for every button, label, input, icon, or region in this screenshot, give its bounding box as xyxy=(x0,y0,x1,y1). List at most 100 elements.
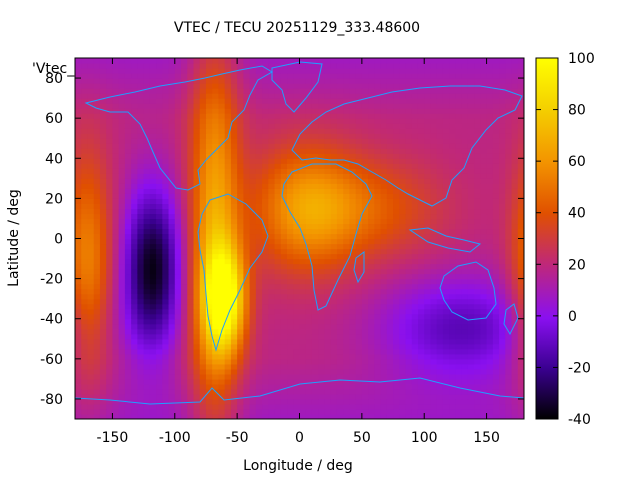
heatmap-cell xyxy=(299,253,307,260)
heatmap-cell xyxy=(336,178,344,184)
heatmap-cell xyxy=(162,263,170,270)
heatmap-cell xyxy=(99,198,107,204)
heatmap-cell xyxy=(293,338,301,345)
heatmap-cell xyxy=(505,413,513,419)
heatmap-cell xyxy=(199,368,207,375)
heatmap-cell xyxy=(305,248,313,255)
heatmap-cell xyxy=(393,153,400,159)
heatmap-cell xyxy=(393,388,400,395)
heatmap-cell xyxy=(399,303,407,310)
heatmap-cell xyxy=(199,278,207,285)
heatmap-cell xyxy=(262,163,269,169)
heatmap-cell xyxy=(287,238,294,245)
heatmap-cell xyxy=(81,143,89,149)
heatmap-cell xyxy=(305,168,313,174)
heatmap-cell xyxy=(224,368,232,375)
heatmap-cell xyxy=(336,228,344,235)
heatmap-cell xyxy=(143,278,151,285)
heatmap-cell xyxy=(75,403,82,410)
heatmap-cell xyxy=(492,83,500,89)
heatmap-cell xyxy=(149,248,157,255)
heatmap-cell xyxy=(124,363,132,370)
heatmap-cell xyxy=(224,328,232,335)
heatmap-cell xyxy=(324,318,332,325)
heatmap-cell xyxy=(187,93,195,99)
heatmap-cell xyxy=(287,218,294,225)
heatmap-cell xyxy=(137,258,145,265)
heatmap-cell xyxy=(349,283,357,290)
heatmap-cell xyxy=(181,243,188,250)
heatmap-cell xyxy=(237,338,244,345)
heatmap-cell xyxy=(112,108,120,114)
heatmap-cell xyxy=(156,283,163,290)
heatmap-cell xyxy=(355,183,363,189)
heatmap-cell xyxy=(118,323,126,330)
heatmap-cell xyxy=(324,123,332,129)
heatmap-cell xyxy=(455,368,463,375)
heatmap-cell xyxy=(368,368,375,375)
heatmap-cell xyxy=(455,113,463,119)
heatmap-cell xyxy=(199,238,207,245)
heatmap-cell xyxy=(75,258,82,265)
heatmap-cell xyxy=(137,358,145,365)
heatmap-cell xyxy=(118,398,126,405)
heatmap-cell xyxy=(405,193,413,199)
heatmap-cell xyxy=(355,413,363,419)
heatmap-cell xyxy=(324,238,332,245)
heatmap-cell xyxy=(318,178,326,184)
heatmap-cell xyxy=(181,308,188,315)
heatmap-cell xyxy=(181,198,188,204)
heatmap-cell xyxy=(87,313,95,320)
heatmap-cell xyxy=(149,163,157,169)
heatmap-cell xyxy=(436,368,444,375)
heatmap-cell xyxy=(505,258,513,265)
heatmap-cell xyxy=(330,408,338,415)
heatmap-cell xyxy=(106,333,114,340)
heatmap-cell xyxy=(205,378,213,385)
heatmap-cell xyxy=(205,348,213,355)
heatmap-cell xyxy=(343,233,350,240)
heatmap-cell xyxy=(156,243,163,250)
heatmap-cell xyxy=(499,273,506,280)
heatmap-cell xyxy=(293,113,301,119)
heatmap-cell xyxy=(212,373,220,380)
heatmap-cell xyxy=(262,113,269,119)
heatmap-cell xyxy=(499,78,506,84)
heatmap-cell xyxy=(230,168,238,174)
heatmap-cell xyxy=(417,93,425,99)
heatmap-cell xyxy=(230,238,238,245)
heatmap-cell xyxy=(249,378,257,385)
heatmap-cell xyxy=(461,193,469,199)
heatmap-cell xyxy=(118,363,126,370)
heatmap-cell xyxy=(187,323,195,330)
heatmap-cell xyxy=(280,298,288,305)
heatmap-cell xyxy=(330,348,338,355)
heatmap-cell xyxy=(480,328,488,335)
heatmap-cell xyxy=(243,313,251,320)
heatmap-cell xyxy=(474,318,481,325)
heatmap-cell xyxy=(87,188,95,194)
heatmap-cell xyxy=(193,298,201,305)
heatmap-cell xyxy=(474,393,481,400)
heatmap-cell xyxy=(137,243,145,250)
heatmap-cell xyxy=(336,413,344,419)
heatmap-cell xyxy=(499,388,506,395)
heatmap-cell xyxy=(399,343,407,350)
heatmap-cell xyxy=(436,113,444,119)
heatmap-cell xyxy=(205,138,213,144)
heatmap-cell xyxy=(467,163,475,169)
heatmap-cell xyxy=(99,98,107,104)
heatmap-cell xyxy=(156,178,163,184)
heatmap-cell xyxy=(355,358,363,365)
heatmap-cell xyxy=(274,238,282,245)
heatmap-cell xyxy=(355,118,363,124)
heatmap-cell xyxy=(187,188,195,194)
heatmap-cell xyxy=(93,278,101,285)
heatmap-cell xyxy=(299,103,307,109)
heatmap-cell xyxy=(112,338,120,345)
heatmap-cell xyxy=(405,358,413,365)
heatmap-cell xyxy=(311,378,319,385)
heatmap-cell xyxy=(224,123,232,129)
heatmap-cell xyxy=(243,353,251,360)
heatmap-cell xyxy=(280,273,288,280)
